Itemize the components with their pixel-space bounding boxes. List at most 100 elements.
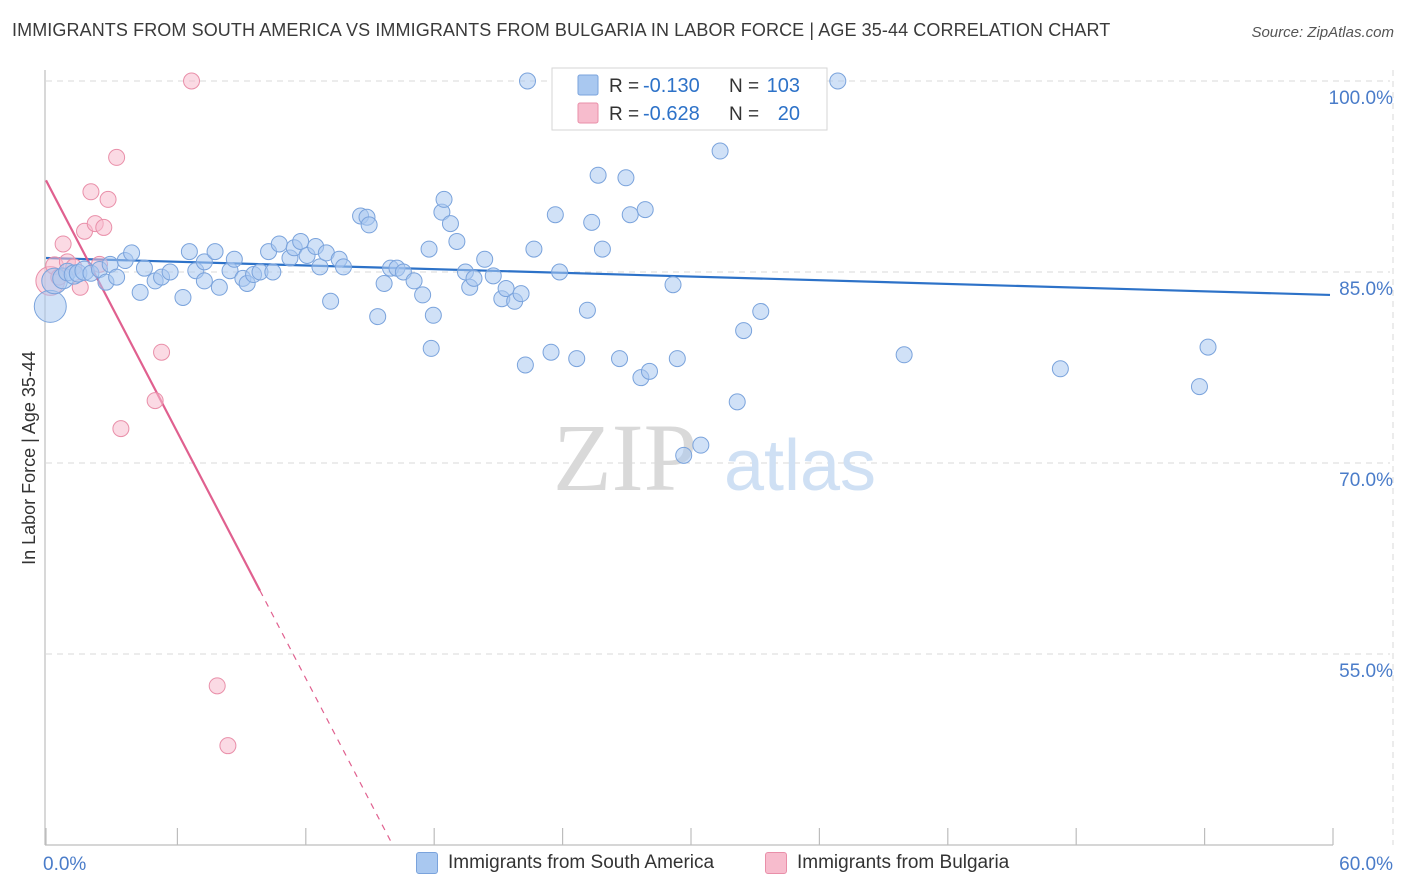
stats-r-value: -0.628 <box>643 103 700 125</box>
point-south-america <box>422 339 440 357</box>
point-south-america <box>829 72 847 90</box>
point-bulgaria <box>183 72 201 90</box>
point-south-america <box>448 232 466 250</box>
point-bulgaria <box>153 343 171 361</box>
point-south-america <box>225 250 243 268</box>
stats-r-label: R = <box>609 104 639 125</box>
legend-label-south-america: Immigrants from South America <box>448 852 715 873</box>
point-south-america <box>414 286 432 304</box>
legend-label-bulgaria: Immigrants from Bulgaria <box>797 852 1010 873</box>
point-south-america <box>546 206 564 224</box>
point-south-america <box>664 276 682 294</box>
point-south-america <box>752 302 770 320</box>
point-south-america <box>611 350 629 368</box>
point-south-america <box>728 393 746 411</box>
point-south-america <box>465 269 483 287</box>
legend-swatch-pink <box>765 852 787 874</box>
point-bulgaria <box>219 737 237 755</box>
y-axis-title: In Labor Force | Age 35-44 <box>19 351 39 565</box>
point-south-america <box>621 206 639 224</box>
x-tick-label: 0.0% <box>43 854 86 875</box>
point-south-america <box>195 253 213 271</box>
point-south-america <box>420 240 438 258</box>
point-bulgaria <box>112 420 130 438</box>
watermark-zip: ZIP <box>553 404 697 511</box>
legend-item-south-america[interactable]: Immigrants from South America <box>416 852 714 874</box>
point-south-america <box>424 306 442 324</box>
y-tick-label: 100.0% <box>1329 88 1394 109</box>
point-south-america <box>542 343 560 361</box>
point-south-america <box>270 235 288 253</box>
point-south-america <box>525 240 543 258</box>
point-south-america <box>180 243 198 261</box>
x-tick-label: 60.0% <box>1339 854 1393 875</box>
point-south-america <box>210 278 228 296</box>
point-south-america <box>617 169 635 187</box>
chart-title: IMMIGRANTS FROM SOUTH AMERICA VS IMMIGRA… <box>12 20 1111 40</box>
stats-n-label: N = <box>729 76 759 97</box>
point-south-america <box>123 244 141 262</box>
point-south-america <box>1190 378 1208 396</box>
point-south-america <box>636 201 654 219</box>
point-south-america <box>441 215 459 233</box>
stats-legend: R = -0.130 N = 103 R = -0.628 N = 20 <box>551 67 828 131</box>
legend-item-bulgaria[interactable]: Immigrants from Bulgaria <box>765 852 1009 874</box>
trend-line-bulgaria <box>45 179 261 592</box>
point-south-america <box>292 232 310 250</box>
point-south-america <box>131 283 149 301</box>
point-south-america <box>497 280 515 298</box>
point-south-america <box>583 213 601 231</box>
y-tick-label: 85.0% <box>1339 279 1393 300</box>
stats-n-value: 103 <box>767 75 800 97</box>
point-south-america <box>195 272 213 290</box>
point-south-america <box>675 446 693 464</box>
point-south-america <box>589 166 607 184</box>
point-south-america <box>369 308 387 326</box>
point-south-america <box>484 267 502 285</box>
watermark: ZIP atlas <box>553 404 876 511</box>
point-south-america <box>435 190 453 208</box>
axes <box>44 70 1334 846</box>
stats-r-value: -0.130 <box>643 75 700 97</box>
point-bulgaria <box>95 218 113 236</box>
point-south-america <box>476 250 494 268</box>
chart-source[interactable]: Source: ZipAtlas.com <box>1251 24 1394 41</box>
point-south-america <box>311 258 329 276</box>
stats-n-value: 20 <box>778 103 800 125</box>
point-bulgaria <box>82 183 100 201</box>
point-south-america <box>668 350 686 368</box>
point-south-america <box>578 301 596 319</box>
point-south-america <box>108 268 126 286</box>
trend-line-bulgaria-dashed <box>259 590 394 846</box>
point-south-america <box>735 322 753 340</box>
series-legend: Immigrants from South America Immigrants… <box>0 852 1406 878</box>
point-south-america <box>519 72 536 90</box>
stats-n-label: N = <box>729 104 759 125</box>
point-south-america <box>206 243 224 261</box>
point-south-america <box>174 288 192 306</box>
point-bulgaria <box>146 392 164 410</box>
point-south-america <box>895 346 913 364</box>
point-south-america <box>405 272 423 290</box>
point-bulgaria <box>54 235 72 253</box>
point-south-america <box>711 142 729 160</box>
point-south-america <box>264 263 282 281</box>
point-south-america <box>516 356 534 374</box>
stats-r-label: R = <box>609 76 639 97</box>
y-tick-label: 55.0% <box>1339 661 1393 682</box>
stats-swatch <box>577 74 599 96</box>
point-south-america <box>322 292 340 310</box>
point-south-america <box>360 216 378 234</box>
watermark-atlas: atlas <box>724 426 876 506</box>
point-south-america <box>568 350 586 368</box>
point-bulgaria <box>99 190 117 208</box>
point-south-america <box>551 263 569 281</box>
point-south-america <box>161 263 179 281</box>
stats-swatch <box>577 102 599 124</box>
point-south-america <box>33 289 67 323</box>
point-south-america <box>593 240 611 258</box>
point-south-america <box>334 258 352 276</box>
point-bulgaria <box>208 677 226 695</box>
point-south-america <box>692 436 710 454</box>
